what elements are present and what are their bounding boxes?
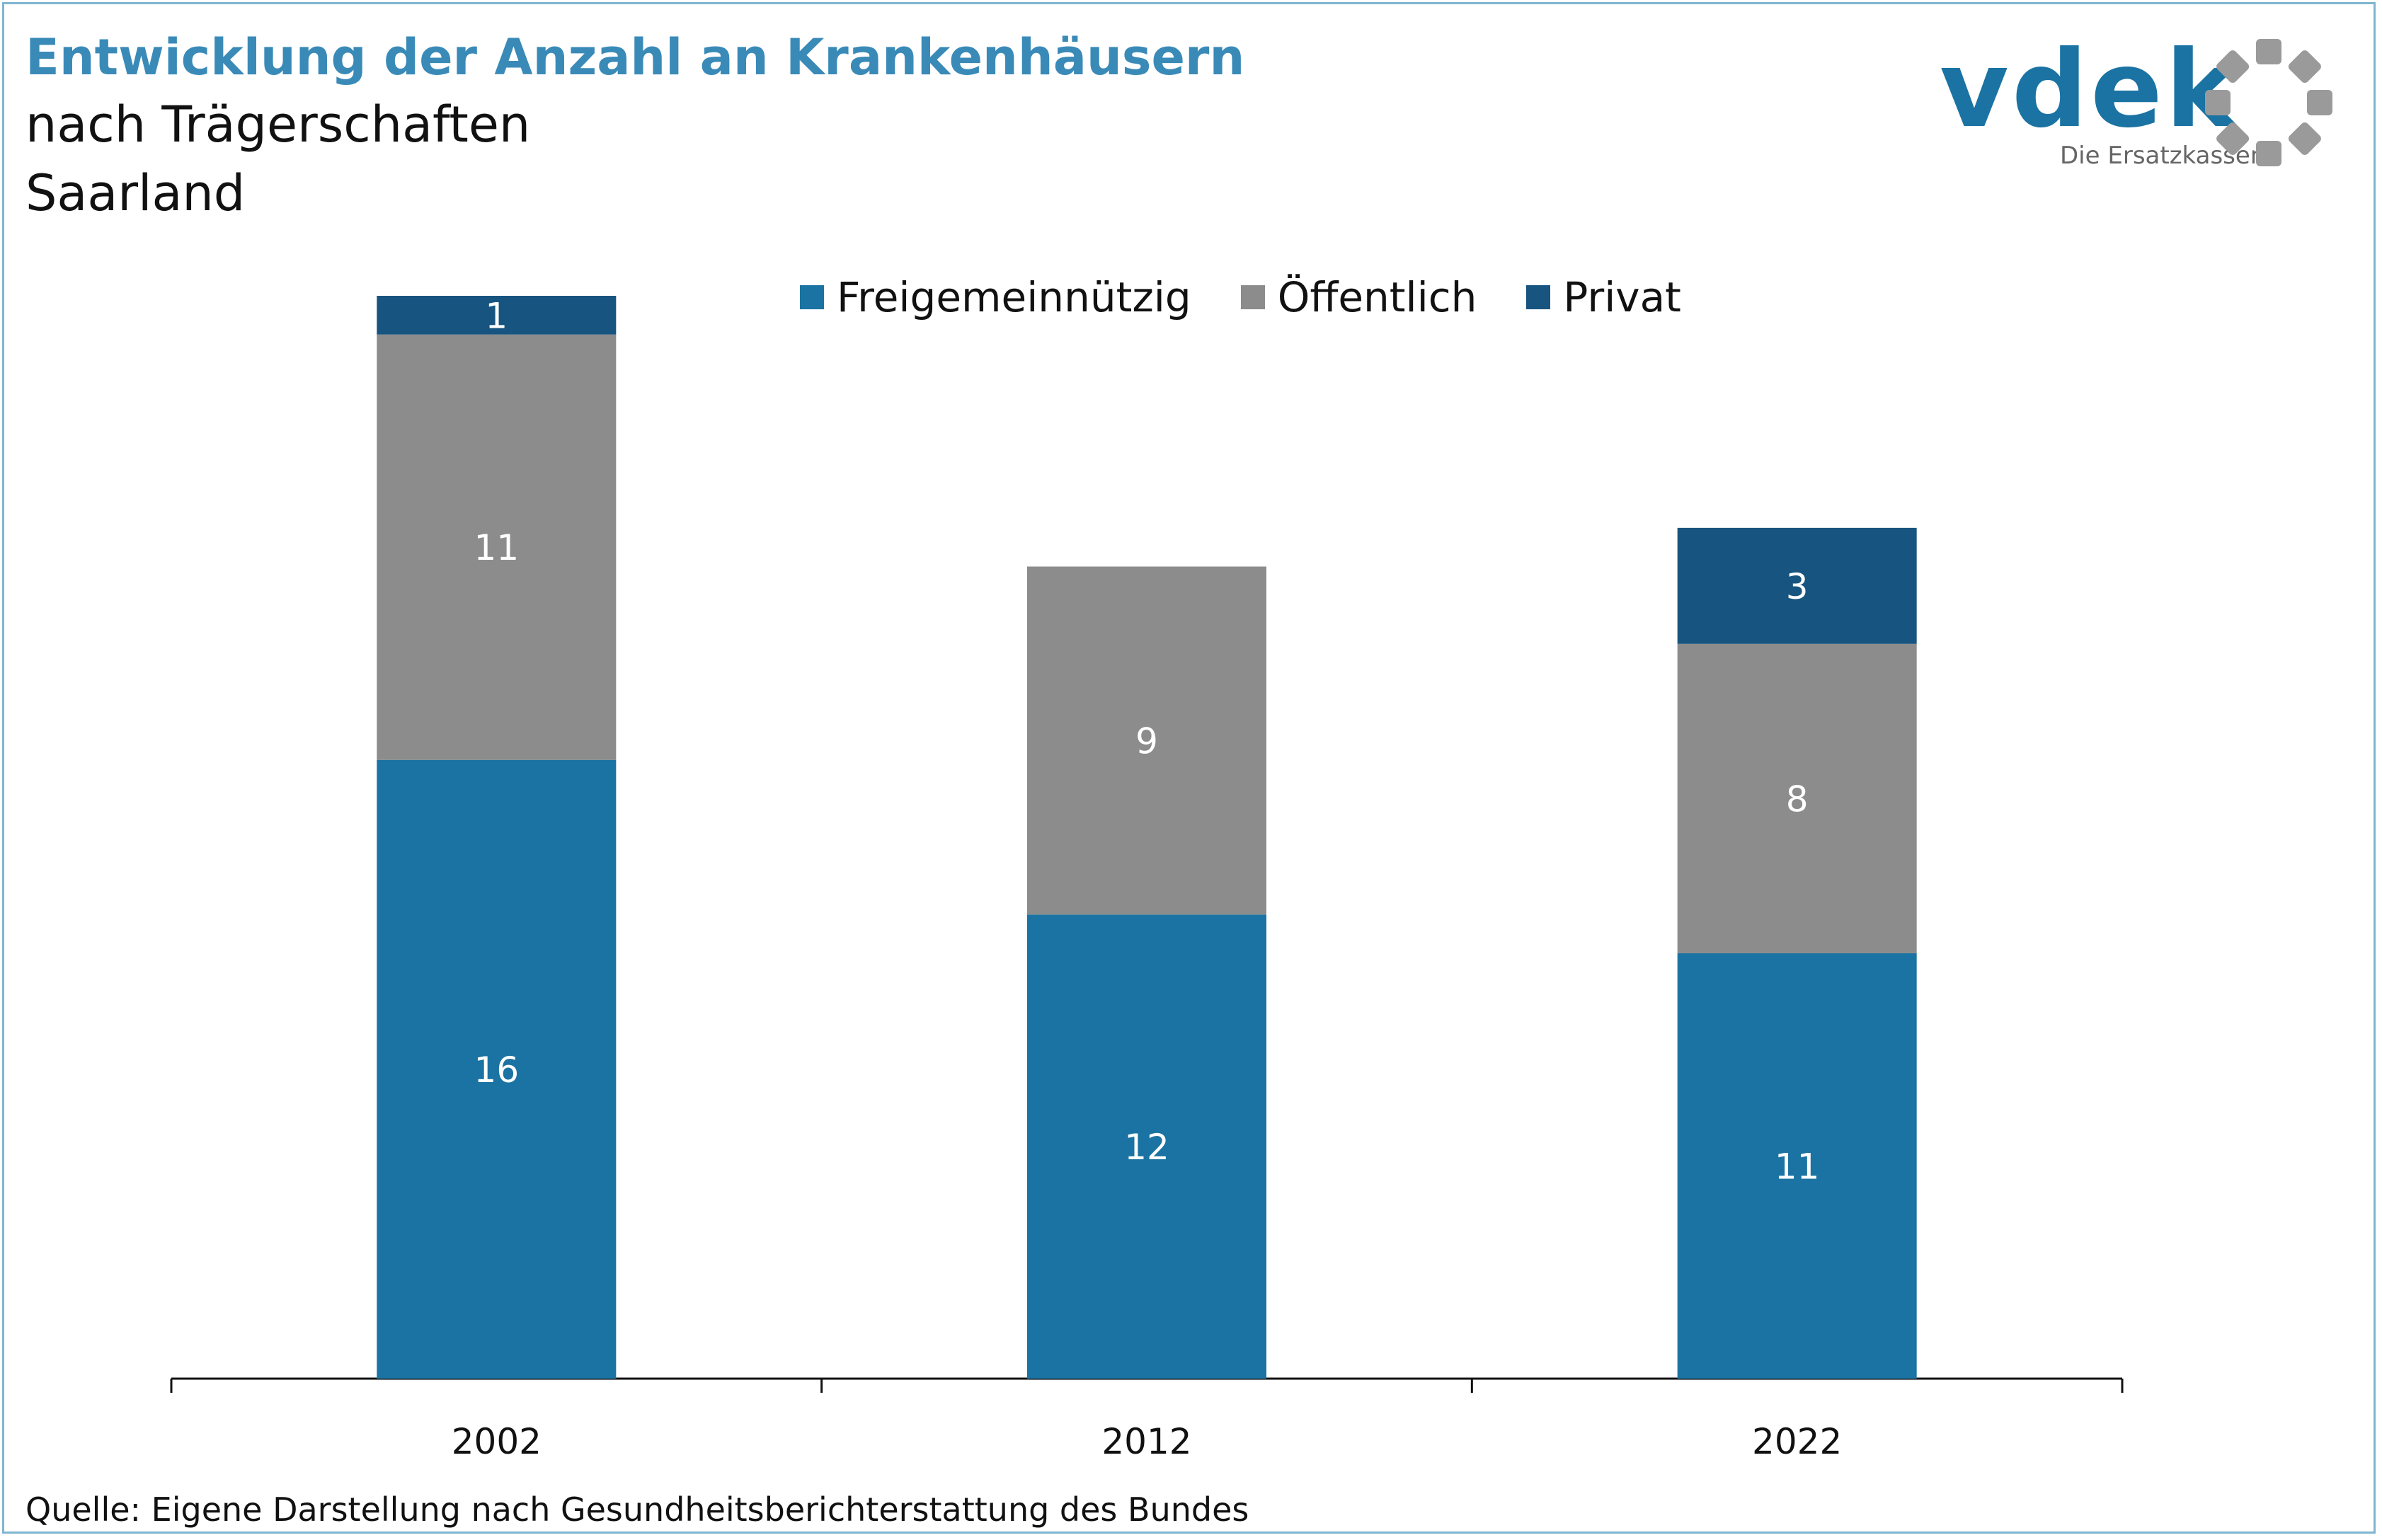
bar-freigemeinnuetzig-2022 (1677, 953, 1917, 1379)
bar-oeffentlich-2012 (1027, 566, 1266, 915)
logo-ring-segment (2216, 50, 2250, 84)
data-label-oeffentlich-2002: 11 (474, 527, 520, 568)
legend-item-privat: Privat (1526, 273, 1681, 321)
legend-swatch-oeffentlich (1240, 285, 1265, 309)
logo-ring-icon (2205, 39, 2332, 166)
vdek-logo: vdek Die Ersatzkassen (1940, 28, 2350, 177)
bar-privat-2022 (1677, 527, 1917, 644)
data-label-freigemeinnuetzig-2022: 11 (1775, 1146, 1820, 1187)
bar-oeffentlich-2022 (1677, 643, 1917, 953)
x-tick-label-2012: 2012 (1101, 1421, 1191, 1462)
chart-title: Entwicklung der Anzahl an Krankenhäusern (25, 28, 1245, 86)
source-note: Quelle: Eigene Darstellung nach Gesundhe… (25, 1490, 1249, 1529)
logo-wordmark: vdek (1940, 28, 2239, 151)
data-label-freigemeinnuetzig-2002: 16 (474, 1050, 520, 1091)
logo-ring-segment (2307, 90, 2332, 115)
bar-oeffentlich-2002 (377, 334, 617, 760)
x-tick-label-2022: 2022 (1752, 1421, 1842, 1462)
bar-freigemeinnuetzig-2002 (377, 759, 617, 1379)
data-label-privat-2022: 3 (1786, 566, 1809, 607)
chart-subtitle-1: nach Trägerschaften (25, 96, 531, 154)
data-label-oeffentlich-2012: 9 (1135, 720, 1158, 762)
legend-label-oeffentlich: Öffentlich (1277, 273, 1477, 321)
legend-item-oeffentlich: Öffentlich (1240, 273, 1477, 321)
logo-ring-segment (2205, 90, 2231, 115)
logo-ring-segment (2288, 50, 2321, 84)
legend-swatch-freigemeinnuetzig (800, 285, 824, 309)
logo-ring-segment (2256, 39, 2281, 64)
chart-subtitle-2: Saarland (25, 164, 246, 222)
data-label-oeffentlich-2022: 8 (1786, 778, 1809, 820)
logo-ring-segment (2216, 122, 2250, 155)
chart-legend: Freigemeinnützig Öffentlich Privat (800, 273, 1731, 321)
logo-ring-segment (2288, 122, 2321, 155)
legend-item-freigemeinnuetzig: Freigemeinnützig (800, 273, 1191, 321)
x-tick-label-2002: 2002 (452, 1421, 542, 1462)
legend-swatch-privat (1526, 285, 1551, 309)
logo-ring-segment (2256, 141, 2281, 166)
data-label-freigemeinnuetzig-2012: 12 (1124, 1127, 1169, 1168)
bar-privat-2002 (377, 296, 617, 335)
data-label-privat-2002: 1 (485, 295, 508, 336)
legend-label-freigemeinnuetzig: Freigemeinnützig (837, 273, 1191, 321)
bar-freigemeinnuetzig-2012 (1027, 914, 1266, 1379)
legend-label-privat: Privat (1563, 273, 1681, 321)
